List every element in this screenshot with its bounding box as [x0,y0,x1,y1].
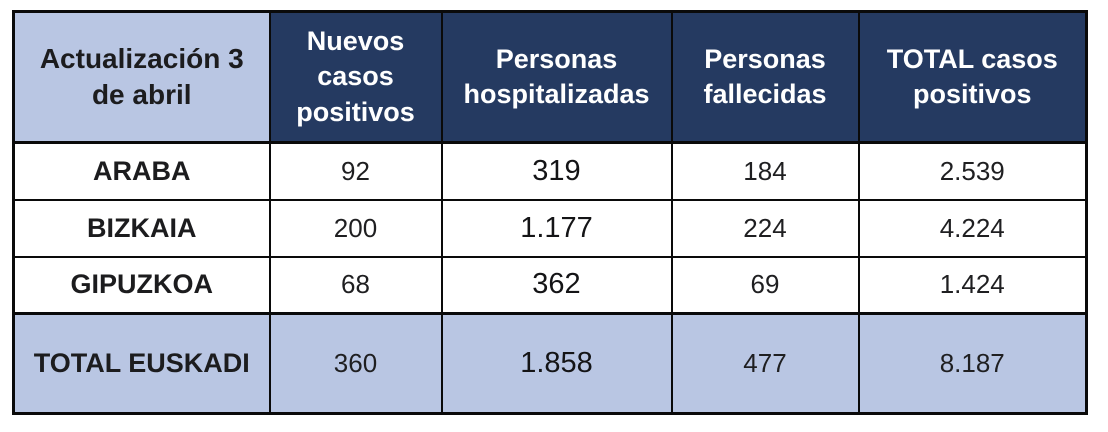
row-label-araba: ARABA [12,141,271,201]
column-header-total-cases: TOTAL casos positivos [857,10,1088,144]
euskadi-deceased: 477 [670,312,860,415]
euskadi-hospitalized: 1.858 [440,312,673,415]
araba-total-cases: 2.539 [857,141,1088,201]
gipuzkoa-deceased: 69 [670,255,860,315]
araba-hospitalized: 319 [440,141,673,201]
row-label-total-euskadi: TOTAL EUSKADI [12,312,271,415]
bizkaia-deceased: 224 [670,198,860,258]
update-date-cell: Actualización 3 de abril [12,10,271,144]
araba-deceased: 184 [670,141,860,201]
bizkaia-total-cases: 4.224 [857,198,1088,258]
column-header-hospitalized: Personas hospitalizadas [440,10,673,144]
gipuzkoa-new-cases: 68 [268,255,443,315]
table-row-gipuzkoa: GIPUZKOA 68 362 69 1.424 [12,255,1088,315]
row-label-bizkaia: BIZKAIA [12,198,271,258]
gipuzkoa-total-cases: 1.424 [857,255,1088,315]
euskadi-new-cases: 360 [268,312,443,415]
covid-stats-table-container: Actualización 3 de abril Nuevos casos po… [12,10,1088,415]
covid-stats-table: Actualización 3 de abril Nuevos casos po… [12,10,1088,415]
header-row: Actualización 3 de abril Nuevos casos po… [12,10,1088,144]
gipuzkoa-hospitalized: 362 [440,255,673,315]
bizkaia-hospitalized: 1.177 [440,198,673,258]
table-row-total-euskadi: TOTAL EUSKADI 360 1.858 477 8.187 [12,312,1088,415]
bizkaia-new-cases: 200 [268,198,443,258]
row-label-gipuzkoa: GIPUZKOA [12,255,271,315]
table-row-araba: ARABA 92 319 184 2.539 [12,141,1088,201]
column-header-new-cases: Nuevos casos positivos [268,10,443,144]
table-row-bizkaia: BIZKAIA 200 1.177 224 4.224 [12,198,1088,258]
column-header-deceased: Personas fallecidas [670,10,860,144]
araba-new-cases: 92 [268,141,443,201]
euskadi-total-cases: 8.187 [857,312,1088,415]
